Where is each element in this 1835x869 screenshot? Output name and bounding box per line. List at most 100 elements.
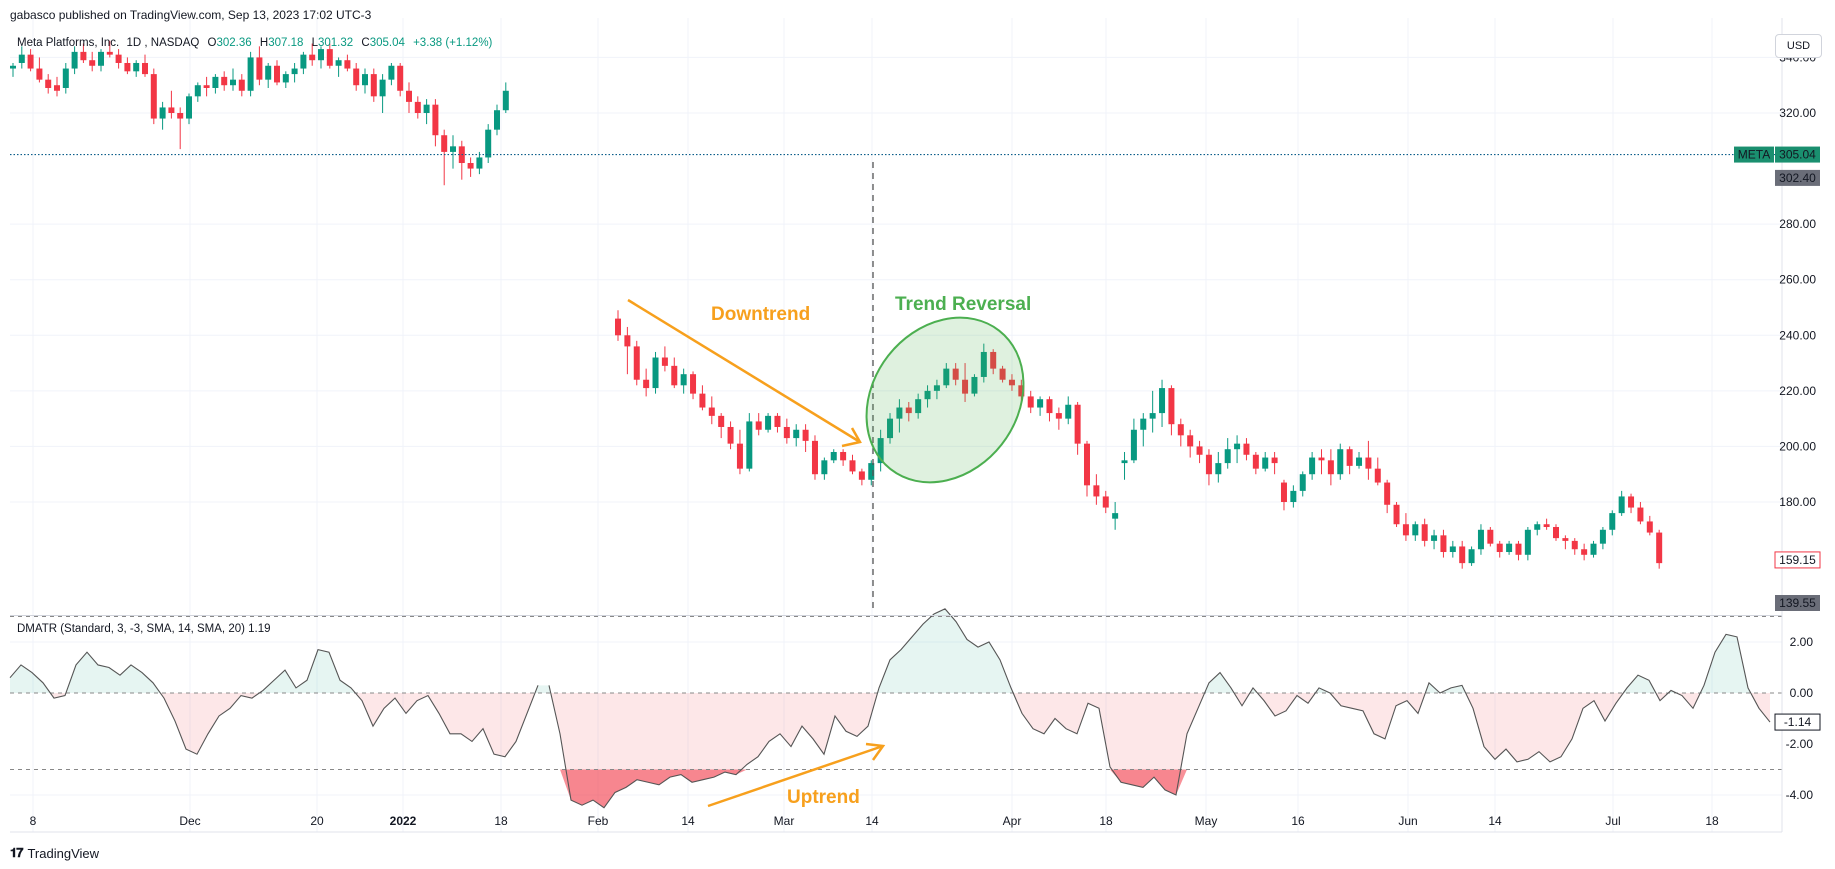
candle-body — [952, 368, 959, 380]
osc-negative-fill — [50, 693, 1770, 808]
candle-body — [1543, 524, 1550, 528]
price-tick-7: 180.00 — [1779, 495, 1816, 509]
candle-body — [159, 107, 166, 119]
symbol-badge-text: META — [1738, 148, 1770, 162]
candle-body — [1337, 449, 1344, 475]
osc-tick-2: -2.00 — [1786, 737, 1814, 751]
main-candle-107 — [1618, 490, 1625, 516]
legend-exchange: NASDAQ — [151, 37, 200, 49]
candle-body — [238, 79, 245, 91]
early-candle-53 — [476, 151, 483, 175]
main-candle-9 — [699, 385, 706, 411]
x-tick-1: Dec — [179, 814, 200, 828]
candle-body — [1468, 549, 1475, 564]
candle-body — [1093, 485, 1100, 497]
legend-low-value: 301.32 — [318, 37, 353, 49]
main-candlestick-series — [10, 40, 1663, 569]
candle-body — [615, 318, 621, 336]
candle-body — [840, 451, 847, 461]
candle-body — [10, 65, 16, 69]
candle-body — [793, 429, 800, 439]
candle-body — [765, 415, 772, 430]
main-candle-92 — [1477, 524, 1484, 555]
main-candle-8 — [690, 371, 697, 400]
early-candle-13 — [124, 57, 131, 75]
main-candle-40 — [990, 349, 997, 375]
early-candle-24 — [221, 71, 228, 91]
candle-body — [274, 65, 280, 83]
early-candle-31 — [282, 71, 289, 88]
annotations: Downtrend Trend Reversal Uptrend — [627, 294, 1031, 808]
candle-body — [643, 379, 650, 389]
x-tick-11: May — [1195, 814, 1218, 828]
candle-body — [1562, 538, 1569, 541]
candle-body — [1271, 457, 1278, 464]
candle-body — [1130, 429, 1137, 461]
candle-body — [1477, 529, 1484, 550]
candle-body — [362, 74, 368, 86]
main-candle-47 — [1055, 407, 1062, 430]
price-tick-2: 280.00 — [1779, 217, 1816, 231]
main-candle-75 — [1318, 449, 1325, 475]
candle-body — [186, 96, 192, 119]
candle-body — [494, 110, 500, 130]
main-candle-18 — [783, 418, 790, 444]
main-candle-32 — [915, 393, 922, 419]
legend-open-label: O — [208, 37, 217, 49]
candle-body — [1112, 513, 1119, 519]
candle-body — [98, 51, 104, 66]
main-candle-94 — [1496, 540, 1503, 558]
main-candle-68 — [1252, 451, 1259, 475]
currency-button[interactable]: USD — [1775, 34, 1822, 58]
pane-split-badge: 139.55 — [1775, 595, 1820, 611]
candle-body — [194, 85, 201, 97]
main-candle-108 — [1628, 493, 1635, 514]
candle-body — [896, 407, 903, 419]
x-tick-14: 14 — [1488, 814, 1502, 828]
candle-body — [699, 393, 706, 408]
x-tick-0: 8 — [30, 814, 37, 828]
candle-body — [1628, 496, 1635, 508]
candle-body — [353, 68, 360, 86]
main-candle-78 — [1346, 446, 1353, 475]
early-candle-51 — [458, 140, 465, 180]
last-price-badge-bg — [1775, 146, 1820, 163]
candle-body — [980, 351, 987, 377]
candle-body — [1581, 549, 1588, 555]
main-candle-56 — [1140, 413, 1147, 447]
candle-body — [915, 399, 922, 414]
candle-body — [962, 379, 969, 394]
candle-body — [203, 85, 210, 88]
uptrend-arrow-line — [707, 744, 884, 808]
candle-body — [1243, 443, 1250, 455]
candle-body — [1449, 546, 1456, 553]
main-candle-22 — [821, 457, 828, 480]
candle-body — [106, 51, 113, 55]
main-candle-13 — [736, 429, 743, 475]
overlays — [10, 153, 1782, 616]
candle-body — [633, 346, 640, 380]
main-candle-109 — [1637, 502, 1644, 525]
candle-body — [282, 74, 289, 83]
candle-body — [335, 60, 342, 66]
main-candle-105 — [1599, 527, 1606, 550]
candle-body — [142, 62, 148, 75]
tradingview-logo[interactable]: 𝟏𝟕 TradingView — [10, 845, 99, 861]
early-candle-50 — [450, 135, 456, 169]
candle-body — [727, 426, 734, 444]
candle-body — [755, 421, 762, 430]
candle-body — [1553, 527, 1559, 539]
main-candle-73 — [1299, 471, 1306, 497]
early-candle-15 — [142, 54, 148, 77]
main-candle-88 — [1440, 529, 1447, 558]
candle-body — [1280, 482, 1287, 502]
early-candle-47 — [423, 99, 430, 125]
legend-change: +3.38 (+1.12%) — [413, 37, 492, 49]
main-candle-37 — [962, 363, 969, 402]
early-candle-26 — [238, 74, 245, 97]
main-candle-1 — [624, 326, 631, 375]
early-candle-41 — [370, 68, 377, 102]
tradingview-logo-icon: 𝟏𝟕 — [10, 845, 24, 860]
candle-body — [1393, 504, 1400, 525]
